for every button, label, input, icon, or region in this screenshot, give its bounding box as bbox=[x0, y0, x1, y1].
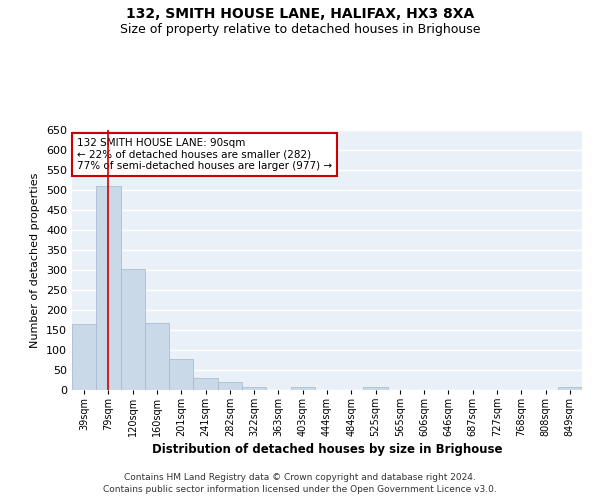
Bar bbox=[558, 387, 582, 390]
Y-axis label: Number of detached properties: Number of detached properties bbox=[31, 172, 40, 348]
Text: Distribution of detached houses by size in Brighouse: Distribution of detached houses by size … bbox=[152, 442, 502, 456]
Bar bbox=[96, 186, 121, 390]
Text: 132 SMITH HOUSE LANE: 90sqm
← 22% of detached houses are smaller (282)
77% of se: 132 SMITH HOUSE LANE: 90sqm ← 22% of det… bbox=[77, 138, 332, 171]
Bar bbox=[242, 387, 266, 390]
Bar bbox=[169, 359, 193, 390]
Text: Contains HM Land Registry data © Crown copyright and database right 2024.: Contains HM Land Registry data © Crown c… bbox=[124, 472, 476, 482]
Bar bbox=[121, 269, 145, 390]
Bar bbox=[364, 387, 388, 390]
Bar bbox=[193, 378, 218, 390]
Text: 132, SMITH HOUSE LANE, HALIFAX, HX3 8XA: 132, SMITH HOUSE LANE, HALIFAX, HX3 8XA bbox=[126, 8, 474, 22]
Bar bbox=[218, 382, 242, 390]
Bar bbox=[145, 323, 169, 390]
Text: Contains public sector information licensed under the Open Government Licence v3: Contains public sector information licen… bbox=[103, 485, 497, 494]
Text: Size of property relative to detached houses in Brighouse: Size of property relative to detached ho… bbox=[120, 22, 480, 36]
Bar bbox=[72, 324, 96, 390]
Bar bbox=[290, 387, 315, 390]
